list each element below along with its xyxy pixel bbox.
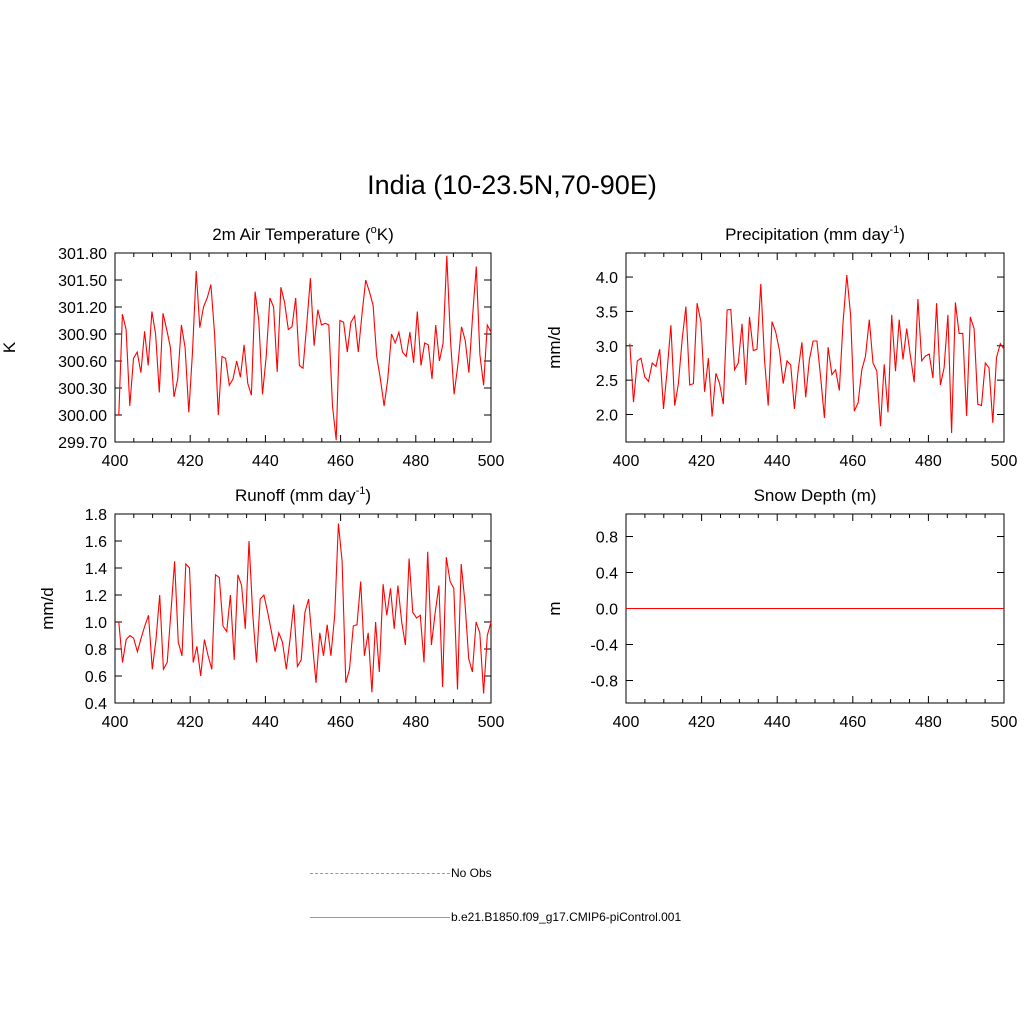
- y-tick-label: 301.80: [58, 246, 107, 263]
- panel-precipitation: 400 420 440 460 480 500 2.0 2.5 3.0 3.5 4.0 mm/d Pre…: [545, 224, 1017, 470]
- panel-title-text: Precipitation (mm day: [725, 225, 890, 244]
- y-tick-label: 300.30: [58, 381, 107, 398]
- x-tick-label: 440: [764, 714, 791, 731]
- x-tick-label: 460: [839, 714, 866, 731]
- x-tick-label: 420: [177, 453, 204, 470]
- panel-title-text: Snow Depth (m): [754, 486, 877, 505]
- x-tick-label: 500: [478, 453, 505, 470]
- legend-dashed-line-swatch: [310, 873, 450, 874]
- panel-title: 2m Air Temperature (oK): [212, 224, 394, 244]
- panel-runoff: 400 420 440 460 480 500 0.4 0.6 0.8 1.0 1.2 1.4 1.6 1…: [38, 485, 504, 731]
- x-tick-label: 480: [915, 453, 942, 470]
- x-tick-label: 400: [102, 453, 129, 470]
- panel-title-superscript: -1: [356, 485, 366, 497]
- y-tick-label: 300.60: [58, 354, 107, 371]
- x-tick-label: 480: [402, 453, 429, 470]
- y-tick-label: 1.8: [85, 507, 107, 524]
- panel-title-suffix: ): [899, 225, 905, 244]
- plot-frame: [625, 252, 1005, 443]
- x-tick-label: 500: [991, 714, 1018, 731]
- x-tick-label: 500: [478, 714, 505, 731]
- legend-entry-obs: No Obs: [310, 864, 770, 884]
- y-tick-label: 300.00: [58, 408, 107, 425]
- x-tick-label: 400: [613, 714, 640, 731]
- y-tick-label: -0.8: [590, 674, 618, 691]
- panel-title: Snow Depth (m): [754, 486, 877, 505]
- y-tick-label: 1.4: [85, 561, 107, 578]
- x-tick-label: 460: [327, 714, 354, 731]
- x-tick-label: 480: [402, 714, 429, 731]
- y-tick-label: 301.50: [58, 273, 107, 290]
- y-tick-label: 300.90: [58, 327, 107, 344]
- x-tick-label: 480: [915, 714, 942, 731]
- y-tick-label: 0.8: [85, 642, 107, 659]
- x-tick-label: 500: [991, 453, 1018, 470]
- y-tick-label: 0.4: [85, 696, 107, 713]
- x-tick-label: 440: [764, 453, 791, 470]
- y-tick-label: 0.4: [596, 566, 618, 583]
- legend-solid-line-swatch: [310, 917, 450, 918]
- x-tick-label: 400: [613, 453, 640, 470]
- y-tick-label: -0.4: [590, 638, 618, 655]
- panel-temperature: 400 420 440 460 480 500 299.70 300.00 300.30 300.…: [0, 224, 504, 470]
- y-tick-label: 0.6: [85, 669, 107, 686]
- y-tick-label: 4.0: [596, 270, 618, 287]
- y-tick-label: 0.8: [596, 530, 618, 547]
- panel-title: Precipitation (mm day-1): [725, 224, 905, 244]
- series-line-temperature: [118, 255, 492, 441]
- y-tick-label: 0.0: [596, 602, 618, 619]
- panel-title: Runoff (mm day-1): [235, 485, 371, 505]
- legend-label-obs: No Obs: [451, 866, 492, 880]
- y-tick-label: 2.0: [596, 408, 618, 425]
- x-tick-label: 420: [688, 714, 715, 731]
- legend-entry-model: b.e21.B1850.f09_g17.CMIP6-piControl.001: [310, 908, 770, 928]
- y-axis-label: m: [545, 601, 564, 615]
- y-tick-label: 299.70: [58, 435, 107, 452]
- x-tick-label: 420: [177, 714, 204, 731]
- panel-title-superscript: -1: [889, 224, 899, 236]
- y-tick-label: 3.0: [596, 339, 618, 356]
- panel-title-text: Runoff (mm day: [235, 486, 356, 505]
- y-tick-label: 1.6: [85, 534, 107, 551]
- series-line-runoff: [118, 523, 492, 694]
- panel-title-suffix: ): [365, 486, 371, 505]
- y-tick-label: 1.2: [85, 588, 107, 605]
- x-tick-label: 420: [688, 453, 715, 470]
- series-line-precipitation: [629, 274, 1005, 434]
- x-tick-label: 400: [102, 714, 129, 731]
- y-tick-label: 301.20: [58, 300, 107, 317]
- y-tick-label: 1.0: [85, 615, 107, 632]
- panel-title-text: 2m Air Temperature (: [212, 225, 371, 244]
- y-tick-label: 3.5: [596, 304, 618, 321]
- y-axis-label: mm/d: [545, 326, 564, 369]
- y-tick-label: 2.5: [596, 373, 618, 390]
- figure-title: India (10-23.5N,70-90E): [367, 170, 657, 200]
- panel-title-suffix: K): [377, 225, 394, 244]
- x-tick-label: 460: [839, 453, 866, 470]
- y-axis-label: mm/d: [38, 587, 57, 630]
- legend-label-model: b.e21.B1850.f09_g17.CMIP6-piControl.001: [451, 910, 682, 924]
- x-tick-label: 460: [327, 453, 354, 470]
- x-tick-label: 440: [252, 714, 279, 731]
- panel-snow-depth: 400 420 440 460 480 500 -0.8 -0.4 0.0 0.4 0.8 m Snow…: [545, 486, 1017, 731]
- panel-title-superscript: o: [371, 224, 377, 236]
- y-axis-label: K: [0, 341, 19, 353]
- x-tick-label: 440: [252, 453, 279, 470]
